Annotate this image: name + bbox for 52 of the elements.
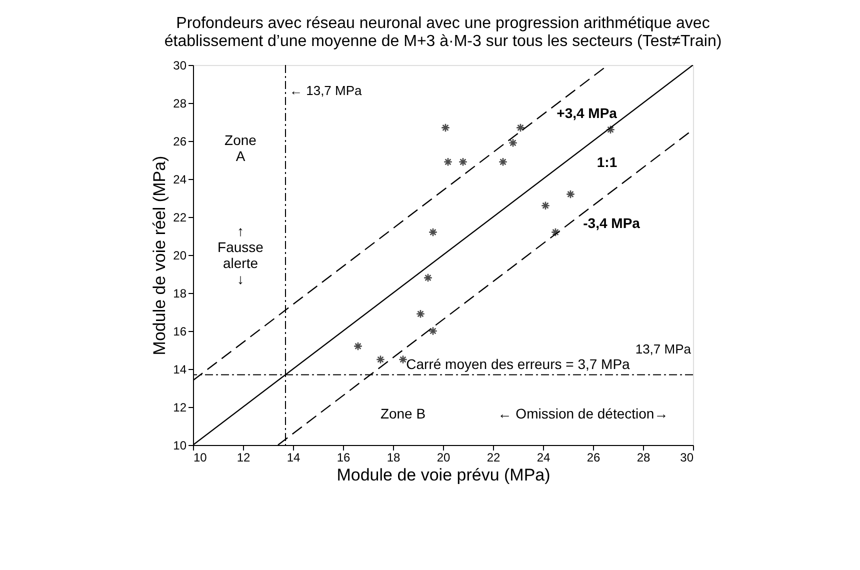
point bbox=[498, 157, 508, 166]
y-tick-label: 10 bbox=[173, 438, 187, 452]
y-tick-label: 14 bbox=[173, 362, 187, 376]
x-axis-title: Module de voie prévu (MPa) bbox=[336, 466, 550, 484]
x-tick-label: 14 bbox=[286, 450, 300, 464]
y-tick-label: 30 bbox=[173, 58, 187, 72]
y-tick-label: 12 bbox=[173, 400, 187, 414]
annotation: ← Omission de détection→ bbox=[498, 406, 668, 422]
annotation: Zone B bbox=[380, 406, 426, 422]
y-tick-label: 28 bbox=[173, 96, 187, 110]
point bbox=[428, 326, 438, 336]
annotation: Zone A bbox=[224, 132, 257, 164]
chart-title: Profondeurs avec réseau neuronal avec une progression arithmétique avec établissement d’une moyenne de M+3 à·M-3 sur tous les secteurs (Test≠Train) bbox=[164, 15, 722, 50]
point bbox=[440, 123, 450, 132]
point bbox=[540, 201, 550, 210]
ref-line-label: 13,7 MPa bbox=[635, 342, 692, 357]
y-tick-label: 22 bbox=[173, 210, 187, 224]
y-axis-title: Module de voie réel (MPa) bbox=[150, 156, 170, 356]
x-tick-label: 24 bbox=[536, 450, 550, 464]
annotation: Carré moyen des erreurs = 3,7 MPa bbox=[406, 356, 630, 372]
x-tick-label: 10 bbox=[194, 450, 208, 464]
point bbox=[428, 228, 438, 237]
point bbox=[566, 190, 576, 199]
y-tick-label: 24 bbox=[173, 172, 187, 186]
series-label: -3,4 MPa bbox=[583, 215, 640, 232]
x-tick-label: 28 bbox=[636, 450, 650, 464]
point bbox=[443, 157, 453, 166]
x-tick-label: 18 bbox=[386, 450, 400, 464]
point bbox=[398, 354, 408, 364]
point bbox=[353, 342, 363, 351]
x-tick-label: 20 bbox=[436, 450, 450, 464]
point bbox=[508, 138, 518, 148]
y-tick-label: 16 bbox=[173, 324, 187, 338]
y-tick-label: 26 bbox=[173, 134, 187, 148]
x-tick-label: 16 bbox=[336, 450, 350, 464]
x-tick-label: 12 bbox=[236, 450, 250, 464]
point bbox=[458, 157, 468, 166]
annotation: ↑ Fausse alerte ↓ bbox=[218, 223, 264, 288]
point bbox=[516, 123, 526, 132]
ref-line-label: ← 13,7 MPa bbox=[290, 83, 363, 98]
y-tick-label: 18 bbox=[173, 286, 187, 300]
point bbox=[423, 273, 433, 282]
x-tick-label: 30 bbox=[680, 450, 694, 464]
x-tick-label: 22 bbox=[486, 450, 500, 464]
point bbox=[376, 354, 386, 364]
point bbox=[550, 228, 560, 237]
series-label: 1:1 bbox=[596, 154, 618, 170]
x-tick-label: 26 bbox=[586, 450, 600, 464]
series-label: +3,4 MPa bbox=[556, 105, 618, 122]
point bbox=[606, 125, 616, 134]
y-tick-label: 20 bbox=[173, 248, 187, 262]
point bbox=[416, 309, 426, 318]
